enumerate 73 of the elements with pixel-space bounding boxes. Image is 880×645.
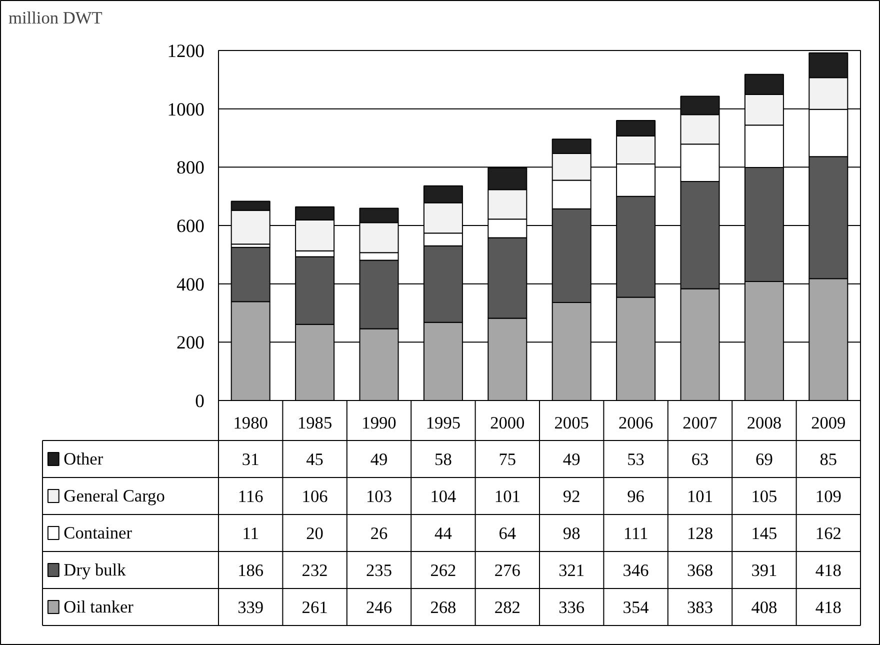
x-tick-label: 1980 (233, 414, 268, 432)
data-label: 128 (687, 524, 714, 543)
data-label: 49 (370, 450, 388, 469)
y-tick-label: 200 (176, 332, 204, 354)
data-label: 58 (434, 450, 452, 469)
x-tick-label: 1990 (362, 414, 396, 432)
data-label: 96 (627, 487, 645, 506)
x-tick-label: 1985 (297, 414, 332, 432)
data-label: 63 (691, 450, 709, 469)
data-label: 11 (242, 524, 259, 543)
y-tick-label: 600 (176, 216, 204, 237)
data-label: 53 (627, 450, 644, 469)
x-tick-label: 2000 (490, 414, 525, 432)
data-label: 69 (756, 450, 773, 469)
data-label: 282 (494, 598, 520, 617)
data-label: 262 (430, 561, 456, 580)
x-tick-label: 2008 (746, 414, 782, 432)
data-label: 145 (751, 524, 778, 543)
data-label: 339 (238, 598, 264, 617)
data-label: 276 (494, 561, 521, 580)
legend-label: General Cargo (64, 486, 165, 506)
data-label: 85 (820, 450, 838, 469)
data-label: 106 (302, 487, 328, 506)
data-label: 162 (815, 524, 842, 543)
data-label: 26 (370, 524, 388, 543)
data-label: 44 (434, 524, 452, 543)
data-label: 235 (366, 561, 392, 580)
y-axis-title: million DWT (8, 8, 103, 28)
data-label: 98 (562, 524, 580, 543)
legend-label: Other (64, 450, 104, 468)
data-label: 101 (687, 487, 714, 506)
data-label: 354 (622, 598, 650, 617)
x-tick-label: 2009 (811, 414, 846, 432)
data-label: 418 (815, 561, 842, 580)
data-label: 64 (498, 524, 516, 543)
legend-label: Oil tanker (64, 598, 134, 616)
data-label: 111 (623, 524, 648, 543)
data-label: 116 (238, 487, 264, 506)
y-tick-label: 1200 (167, 41, 204, 62)
data-label: 109 (815, 487, 842, 506)
data-label: 104 (430, 487, 457, 506)
data-label: 186 (238, 561, 264, 580)
x-tick-label: 2007 (682, 414, 718, 432)
legend-label: Dry bulk (64, 560, 126, 580)
data-label: 31 (242, 450, 260, 469)
data-label: 45 (306, 450, 324, 469)
data-label: 321 (558, 561, 585, 580)
data-label: 268 (430, 598, 456, 617)
data-label: 105 (751, 487, 778, 506)
y-tick-label: 800 (176, 158, 204, 179)
data-label: 261 (302, 598, 328, 617)
data-label: 49 (562, 450, 580, 469)
data-label: 101 (494, 487, 520, 506)
x-tick-label: 1995 (426, 414, 461, 432)
data-label: 232 (302, 561, 328, 580)
data-label: 92 (562, 487, 580, 506)
data-label: 418 (815, 598, 842, 617)
data-label: 75 (498, 450, 516, 469)
x-tick-label: 2005 (554, 414, 589, 432)
data-label: 391 (751, 561, 778, 580)
y-tick-label: 0 (195, 391, 204, 412)
x-tick-label: 2006 (618, 414, 654, 432)
data-label: 368 (687, 561, 714, 580)
data-label: 408 (751, 598, 778, 617)
y-tick-label: 400 (176, 274, 204, 296)
y-tick-label: 1000 (167, 99, 204, 120)
data-label: 246 (366, 598, 392, 617)
data-label: 336 (558, 598, 585, 617)
data-label: 383 (687, 598, 714, 617)
legend-label: Container (64, 524, 132, 542)
data-label: 20 (306, 524, 324, 543)
data-label: 346 (622, 561, 650, 580)
data-label: 103 (366, 487, 392, 506)
